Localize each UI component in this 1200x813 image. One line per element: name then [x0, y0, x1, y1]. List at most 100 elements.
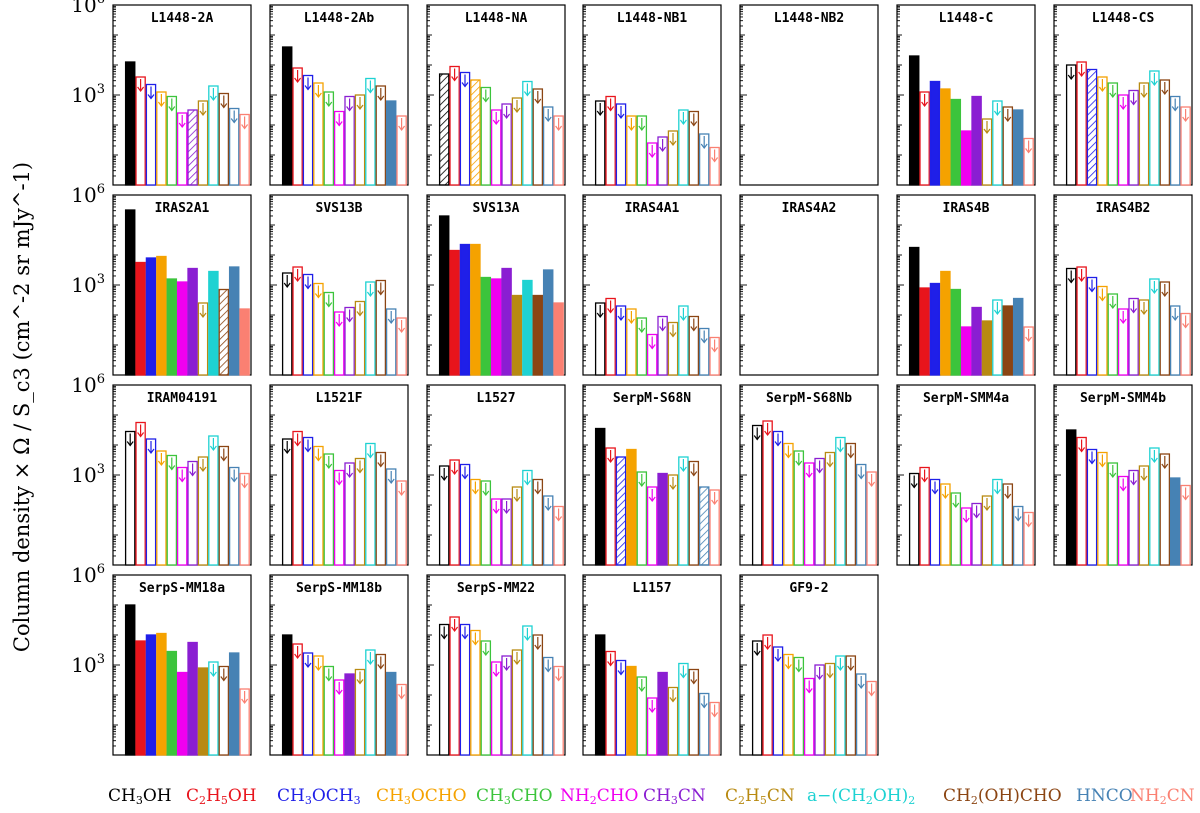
upper-limit-arrow-head [690, 326, 698, 332]
bar-ch3oh [281, 272, 293, 376]
legend-item: CH3CHO [476, 786, 553, 807]
upper-limit-arrow-head [283, 282, 291, 288]
bar-c2h5cn [511, 649, 523, 756]
upper-limit-arrow-head [983, 128, 991, 134]
upper-limit-arrow-head [753, 650, 761, 656]
bar-nh2cho [646, 333, 658, 376]
upper-limit-arrow-head [669, 697, 677, 703]
bar-c2h5oh [1076, 436, 1087, 566]
bar-hnco [698, 327, 710, 376]
y-tick-exponent: 3 [97, 652, 105, 667]
upper-limit-arrow-head [690, 471, 698, 477]
bar-a-ch2oh-2 [1149, 70, 1160, 186]
bar-a-ch2oh-2 [992, 299, 1003, 376]
bar-ch3och3 [929, 282, 941, 376]
panel-serps-mm18a: 103 106 SerpS-MM18a [71, 562, 252, 756]
upper-limit-arrow-head [607, 457, 615, 463]
upper-limit-arrow-head [648, 152, 656, 158]
upper-limit-arrow-head [241, 124, 249, 130]
bar-ch3oh [751, 424, 763, 566]
bar-ch3cho [480, 480, 492, 566]
bar-ch2-oh-cho [1159, 281, 1171, 376]
bar-ch3cho [166, 650, 178, 756]
bar-c2h5oh [919, 287, 930, 376]
bar-ch3ocho [313, 82, 324, 186]
bar-ch3oh [124, 61, 136, 186]
panel-serpm-smm4b: SerpM-SMM4b [1053, 384, 1193, 566]
bar-ch2-oh-cho [532, 634, 544, 756]
upper-limit-arrow-head [679, 315, 687, 321]
panel-title: IRAS4A1 [625, 201, 680, 216]
bar-ch3och3 [1086, 276, 1098, 376]
upper-limit-arrow-head [523, 480, 531, 486]
bar-nh2cn [866, 471, 877, 566]
upper-limit-arrow-head [492, 671, 500, 677]
upper-limit-arrow-head [700, 703, 708, 709]
y-tick-exponent: 3 [97, 82, 105, 97]
bar-hnco [542, 269, 554, 376]
bar-a-ch2oh-2 [365, 649, 376, 756]
panel-iras4b: IRAS4B [896, 194, 1036, 376]
bar-ch3cho [950, 492, 962, 566]
bar-ch3oh [438, 215, 450, 376]
bar-ch3ocho [156, 91, 167, 186]
upper-limit-arrow-head [1088, 287, 1096, 293]
upper-limit-arrow-head [440, 475, 448, 481]
upper-limit-arrow-head [168, 106, 176, 112]
bar-ch2-oh-cho [375, 279, 387, 376]
upper-limit-arrow-head [1130, 480, 1138, 486]
bar-ch3cn [814, 664, 825, 756]
upper-limit-arrow-head [1182, 323, 1190, 329]
upper-limit-arrow-head [294, 77, 302, 83]
upper-limit-arrow-head [847, 453, 855, 459]
bar-c2h5cn [354, 457, 366, 566]
upper-limit-arrow-head [209, 95, 217, 101]
bar-nh2cho [646, 697, 658, 756]
bar-ch3ocho [1097, 451, 1108, 566]
legend: CH3OH C2H5OH CH3OCH3 CH3OCHO CH3CHO NH2CHO CH3… [108, 786, 1198, 812]
upper-limit-arrow-head [335, 480, 343, 486]
upper-limit-arrow-head [366, 453, 374, 459]
upper-limit-arrow-head [795, 667, 803, 673]
upper-limit-arrow-head [304, 447, 312, 453]
legend-item: a−(CH2OH)2 [807, 786, 916, 807]
panel-iras4b2: IRAS4B2 [1053, 194, 1193, 376]
legend-item: HNCO [1076, 786, 1133, 806]
upper-limit-arrow-head [711, 499, 719, 505]
bar-nh2cn [709, 336, 720, 376]
bar-nh2cn [553, 505, 564, 566]
bar-ch3cho [636, 115, 648, 186]
bar-c2h5cn [824, 451, 836, 566]
upper-limit-arrow-head [314, 293, 322, 299]
bar-nh2cho [646, 142, 658, 186]
bar-ch3oh [594, 427, 606, 566]
upper-limit-arrow-head [1119, 486, 1127, 492]
bar-a-ch2oh-2 [678, 662, 689, 756]
bar-hnco [1169, 305, 1181, 376]
upper-limit-arrow-head [325, 676, 333, 682]
legend-item: NH2CN [1130, 786, 1195, 807]
bar-ch3cn [187, 460, 198, 566]
bar-c2h5cn [197, 100, 209, 186]
bar-nh2cho [960, 130, 972, 186]
upper-limit-arrow-head [220, 103, 228, 109]
legend-item: CH3CN [643, 786, 706, 807]
bar-a-ch2oh-2 [835, 655, 846, 756]
bar-ch3ocho [783, 442, 794, 566]
upper-limit-arrow-head [617, 670, 625, 676]
upper-limit-arrow-head [1109, 472, 1117, 478]
bar-hnco [385, 468, 397, 566]
upper-limit-arrow-head [503, 113, 511, 119]
upper-limit-arrow-head [648, 707, 656, 713]
upper-limit-arrow-head [868, 481, 876, 487]
upper-limit-arrow-head [335, 689, 343, 695]
bar-c2h5oh [449, 249, 460, 376]
upper-limit-arrow-head [1098, 296, 1106, 302]
panel-l1448-cs: L1448-CS [1053, 4, 1193, 186]
small-multiples-chart: 103 106 L1448-2A L1448-2Ab L1448-NA L1448-NB1… [71, 0, 1193, 756]
bar-nh2cho [1117, 308, 1129, 376]
bar-ch3cn [187, 109, 198, 186]
bar-ch3och3 [459, 71, 471, 186]
upper-limit-arrow-head [627, 125, 635, 131]
bar-a-ch2oh-2 [522, 80, 533, 186]
